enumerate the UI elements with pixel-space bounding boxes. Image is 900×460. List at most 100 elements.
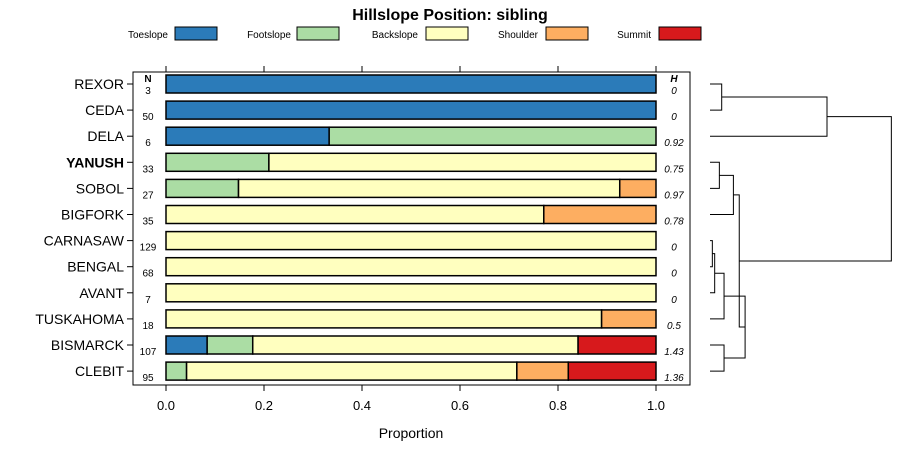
legend-label-shoulder: Shoulder [498, 30, 539, 41]
bar-row-carnasaw: CARNASAW 129 0 [44, 230, 677, 254]
bar-segment-ceda-toeslope [165, 100, 657, 120]
bar-segment-bismarck-summit [577, 335, 657, 355]
row-label-bismarck: BISMARCK [51, 337, 125, 353]
h-value-bigfork: 0.78 [664, 217, 684, 228]
n-column-header: N [144, 74, 151, 85]
h-value-carnasaw: 0 [671, 243, 677, 254]
bar-segment-yanush-backslope [268, 152, 657, 173]
x-tick-label-2: 0.4 [353, 398, 371, 413]
x-tick-label-5: 1.0 [647, 398, 665, 413]
h-column-header: H [670, 74, 678, 85]
bars: REXOR 3 0 CEDA 50 0 DELA 6 0.92 YANUSH 33 0.75 SOBOL… [35, 74, 684, 384]
bar-segment-dela-toeslope [165, 126, 330, 146]
bar-segment-clebit-shoulder [516, 361, 570, 381]
legend-swatch-backslope [425, 26, 469, 41]
bar-row-bengal: BENGAL 68 0 [67, 256, 677, 280]
bar-segment-bengal-backslope [165, 256, 657, 277]
row-label-tuskahoma: TUSKAHOMA [35, 311, 124, 327]
h-value-yanush: 0.75 [664, 164, 684, 175]
n-value-sobol: 27 [142, 190, 154, 201]
row-label-sobol: SOBOL [76, 180, 124, 196]
bar-segment-yanush-footslope [165, 152, 270, 173]
chart-title: Hillslope Position: sibling [352, 7, 548, 24]
bar-segment-sobol-backslope [237, 178, 621, 199]
bar-row-clebit: CLEBIT 95 1.36 [75, 361, 684, 384]
bar-segment-bismarck-footslope [206, 335, 254, 355]
n-value-dela: 6 [145, 138, 151, 149]
bar-row-bismarck: BISMARCK 107 1.43 [51, 335, 684, 358]
n-value-rexor: 3 [145, 86, 151, 97]
bar-segment-bigfork-shoulder [543, 204, 657, 225]
legend-label-footslope: Footslope [247, 30, 291, 41]
x-tick-label-3: 0.6 [451, 398, 469, 413]
row-label-avant: AVANT [79, 285, 124, 301]
n-value-bengal: 68 [142, 269, 154, 280]
dendrogram-link-10 [739, 116, 892, 262]
bar-row-bigfork: BIGFORK 35 0.78 [61, 204, 684, 228]
h-value-bismarck: 1.43 [664, 347, 684, 358]
legend: Toeslope Footslope Backslope Shoulder Summit [128, 26, 702, 41]
plot-frame [132, 71, 691, 386]
bar-segment-tuskahoma-backslope [165, 309, 603, 329]
x-tick-label-0: 0.0 [157, 398, 175, 413]
n-value-yanush: 33 [142, 164, 154, 175]
bar-segment-bismarck-toeslope [165, 335, 208, 355]
h-value-bengal: 0 [671, 269, 677, 280]
row-label-dela: DELA [87, 128, 124, 144]
dendrogram-link-0 [710, 83, 723, 111]
legend-label-summit: Summit [617, 30, 651, 41]
bar-segment-carnasaw-backslope [165, 230, 657, 251]
n-value-avant: 7 [145, 295, 151, 306]
bar-segment-clebit-footslope [165, 361, 188, 381]
n-value-ceda: 50 [142, 112, 154, 123]
row-label-rexor: REXOR [74, 76, 124, 92]
row-label-carnasaw: CARNASAW [44, 233, 125, 249]
bar-segment-sobol-footslope [165, 178, 240, 199]
n-value-carnasaw: 129 [140, 243, 157, 254]
bar-segment-bigfork-backslope [165, 204, 545, 225]
bar-segment-clebit-summit [567, 361, 657, 381]
top-axis [165, 66, 657, 72]
h-value-tuskahoma: 0.5 [667, 321, 681, 332]
n-value-bigfork: 35 [142, 217, 154, 228]
bar-row-ceda: CEDA 50 0 [85, 100, 677, 123]
legend-label-toeslope: Toeslope [128, 30, 168, 41]
bar-segment-clebit-backslope [185, 361, 518, 381]
legend-swatch-toeslope [174, 26, 218, 41]
bar-segment-tuskahoma-shoulder [600, 309, 657, 329]
bar-row-tuskahoma: TUSKAHOMA 18 0.5 [35, 309, 681, 332]
bar-row-yanush: YANUSH 33 0.75 [66, 152, 684, 175]
row-label-yanush: YANUSH [66, 154, 124, 170]
n-value-tuskahoma: 18 [142, 321, 154, 332]
bar-row-avant: AVANT 7 0 [79, 283, 677, 306]
x-tick-label-1: 0.2 [255, 398, 273, 413]
row-label-bigfork: BIGFORK [61, 207, 125, 223]
dendrogram-link-7 [710, 174, 734, 215]
row-label-bengal: BENGAL [67, 259, 124, 275]
x-axis-title: Proportion [379, 425, 444, 441]
dendrogram-link-6 [710, 344, 725, 372]
n-value-bismarck: 107 [140, 347, 157, 358]
legend-swatch-summit [658, 26, 702, 41]
h-value-clebit: 1.36 [664, 373, 684, 384]
bar-segment-bismarck-backslope [251, 335, 579, 355]
bar-segment-rexor-toeslope [165, 74, 657, 94]
dendrogram-link-3 [710, 240, 713, 268]
bar-row-dela: DELA 6 0.92 [87, 126, 684, 149]
legend-swatch-shoulder [545, 26, 589, 41]
bar-segment-dela-footslope [328, 126, 657, 146]
dendrogram-link-5 [710, 272, 725, 320]
x-axis: 0.0 0.2 0.4 0.6 0.8 1.0 [157, 385, 665, 413]
x-tick-label-4: 0.8 [549, 398, 567, 413]
bar-segment-avant-backslope [165, 283, 657, 303]
n-value-clebit: 95 [142, 373, 154, 384]
legend-label-backslope: Backslope [372, 30, 419, 41]
row-label-clebit: CLEBIT [75, 363, 124, 379]
h-value-rexor: 0 [671, 86, 677, 97]
legend-swatch-footslope [296, 26, 340, 41]
h-value-ceda: 0 [671, 112, 677, 123]
h-value-dela: 0.92 [664, 138, 684, 149]
h-value-sobol: 0.97 [664, 190, 684, 201]
dendrogram-link-2 [710, 161, 720, 189]
